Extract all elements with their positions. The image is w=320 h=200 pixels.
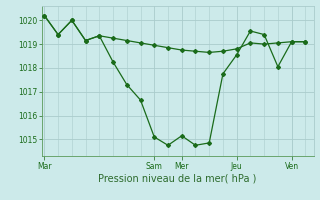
X-axis label: Pression niveau de la mer( hPa ): Pression niveau de la mer( hPa ) [99, 173, 257, 183]
